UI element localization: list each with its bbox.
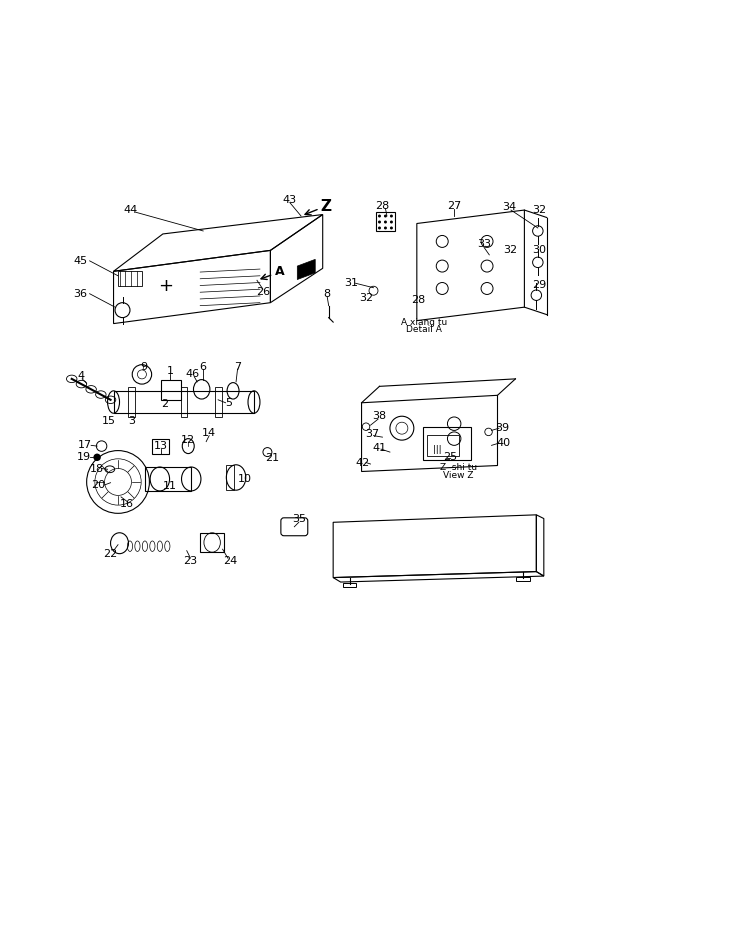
Text: 26: 26 bbox=[256, 288, 270, 297]
Text: 11: 11 bbox=[164, 482, 177, 491]
Text: 15: 15 bbox=[102, 416, 116, 425]
Text: 10: 10 bbox=[238, 474, 252, 484]
Text: 41: 41 bbox=[373, 442, 386, 453]
Circle shape bbox=[384, 226, 387, 229]
Text: 14: 14 bbox=[202, 428, 216, 438]
Text: 36: 36 bbox=[74, 289, 87, 299]
Text: 7: 7 bbox=[234, 362, 241, 372]
Text: A: A bbox=[275, 265, 284, 278]
Text: 38: 38 bbox=[373, 411, 386, 422]
Text: 28: 28 bbox=[411, 295, 426, 305]
Bar bbox=[215, 387, 222, 417]
Bar bbox=[423, 426, 471, 459]
Circle shape bbox=[390, 226, 393, 229]
Bar bbox=[200, 533, 224, 553]
Text: 28: 28 bbox=[375, 201, 390, 210]
Text: 1: 1 bbox=[167, 367, 174, 376]
Text: 40: 40 bbox=[497, 438, 510, 448]
Text: Z  shi tu: Z shi tu bbox=[440, 463, 477, 472]
Bar bbox=[128, 387, 135, 417]
Text: 35: 35 bbox=[292, 514, 306, 524]
Text: 16: 16 bbox=[120, 500, 134, 509]
Text: 34: 34 bbox=[503, 202, 516, 212]
Text: View Z: View Z bbox=[444, 472, 474, 481]
Circle shape bbox=[390, 214, 393, 218]
Circle shape bbox=[378, 221, 381, 223]
Text: 12: 12 bbox=[182, 435, 195, 445]
Text: 4: 4 bbox=[77, 371, 84, 381]
Text: 33: 33 bbox=[477, 240, 491, 249]
Bar bbox=[516, 577, 530, 581]
Bar bbox=[114, 390, 254, 413]
Text: 25: 25 bbox=[443, 452, 456, 461]
Text: 42: 42 bbox=[356, 457, 371, 468]
Bar bbox=[181, 387, 187, 417]
Circle shape bbox=[378, 226, 381, 229]
Text: 32: 32 bbox=[503, 245, 517, 256]
Circle shape bbox=[384, 214, 387, 218]
Text: Detail A: Detail A bbox=[406, 325, 442, 334]
Circle shape bbox=[93, 454, 101, 461]
Text: Z: Z bbox=[320, 199, 331, 214]
Text: 32: 32 bbox=[359, 293, 373, 304]
Bar bbox=[376, 211, 395, 231]
Text: 22: 22 bbox=[103, 549, 118, 558]
Text: |||: ||| bbox=[433, 444, 442, 454]
Text: 3: 3 bbox=[128, 416, 135, 425]
Bar bbox=[226, 465, 234, 490]
Text: 29: 29 bbox=[532, 280, 547, 290]
Bar bbox=[161, 380, 181, 400]
Circle shape bbox=[390, 221, 393, 223]
Text: A xiang tu: A xiang tu bbox=[401, 318, 447, 326]
Text: 6: 6 bbox=[199, 362, 207, 372]
Text: 13: 13 bbox=[154, 441, 167, 451]
Text: 37: 37 bbox=[365, 429, 379, 439]
Text: 45: 45 bbox=[74, 256, 87, 266]
Text: +: + bbox=[158, 277, 173, 295]
Text: 8: 8 bbox=[323, 289, 331, 299]
Text: 44: 44 bbox=[123, 205, 138, 215]
Polygon shape bbox=[297, 259, 315, 279]
Text: 43: 43 bbox=[283, 194, 297, 205]
Text: 46: 46 bbox=[186, 370, 199, 379]
Text: 21: 21 bbox=[265, 453, 279, 463]
Text: 20: 20 bbox=[92, 480, 105, 490]
Bar bbox=[427, 435, 459, 455]
Text: 19: 19 bbox=[77, 453, 90, 462]
Circle shape bbox=[378, 214, 381, 218]
Bar bbox=[152, 438, 169, 454]
Text: 32: 32 bbox=[533, 205, 546, 215]
Text: 9: 9 bbox=[140, 362, 147, 372]
Text: 2: 2 bbox=[161, 399, 168, 409]
Circle shape bbox=[384, 221, 387, 223]
Text: 30: 30 bbox=[533, 245, 546, 256]
Text: 31: 31 bbox=[344, 278, 358, 289]
Text: 23: 23 bbox=[184, 556, 197, 566]
Text: 39: 39 bbox=[495, 423, 509, 433]
Text: 17: 17 bbox=[78, 439, 92, 450]
Text: 27: 27 bbox=[447, 201, 462, 210]
Bar bbox=[118, 272, 142, 287]
Text: 18: 18 bbox=[90, 464, 104, 473]
Bar bbox=[343, 583, 356, 587]
Bar bbox=[145, 467, 191, 491]
Text: 24: 24 bbox=[223, 556, 238, 566]
Text: 5: 5 bbox=[225, 398, 232, 407]
